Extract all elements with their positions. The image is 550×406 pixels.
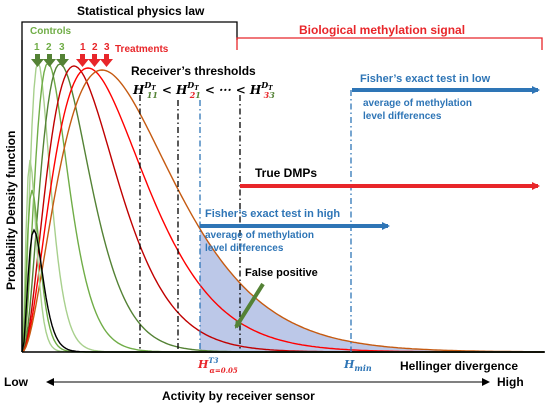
control-num-1: 1 [34, 42, 40, 53]
h-min-label: Hmin [343, 358, 372, 373]
false-positive-region [200, 228, 520, 352]
y-axis-label: Probability Density function [4, 131, 18, 290]
low-label: Low [4, 375, 29, 389]
right-bracket [236, 37, 543, 50]
treatments-label: Treatments [115, 44, 169, 55]
fisher-high-line3: level differences [205, 243, 284, 254]
bottom-axis-label: Activity by receiver sensor [162, 389, 315, 403]
threshold-formula: HDT 11 < HDT 21 < ··· < HDT 33 [132, 80, 275, 100]
hellinger-label: Hellinger divergence [400, 359, 518, 373]
fisher-high-line1: Fisher’s exact test in high [205, 208, 340, 220]
false-positive-label: False positive [245, 267, 318, 279]
controls-label: Controls [30, 26, 72, 37]
section-left-title: Statistical physics law [77, 4, 205, 18]
section-right-title: Biological methylation signal [299, 23, 465, 37]
left-bracket [21, 21, 238, 40]
treatment-num-1: 1 [80, 42, 86, 53]
control-num-2: 2 [46, 42, 52, 53]
control-num-3: 3 [59, 42, 65, 53]
fisher-high-line2: average of methylation [205, 230, 314, 241]
treatment-num-2: 2 [92, 42, 98, 53]
false-positive-arrow [234, 282, 265, 329]
high-label: High [497, 375, 524, 389]
control-arrows [31, 54, 69, 67]
treatment-num-3: 3 [104, 42, 110, 53]
treatment-arrows [76, 54, 113, 67]
thresholds-title: Receiver’s thresholds [131, 64, 256, 78]
true-dmps-label: True DMPs [255, 166, 317, 180]
fisher-low-line2: average of methylation [363, 98, 472, 109]
fisher-low-line3: level differences [363, 111, 442, 122]
h-alpha-label: HT3 α=0.05 [197, 356, 238, 375]
fisher-low-line1: Fisher’s exact test in low [360, 73, 491, 85]
treatment-curve-3 [21, 69, 544, 353]
